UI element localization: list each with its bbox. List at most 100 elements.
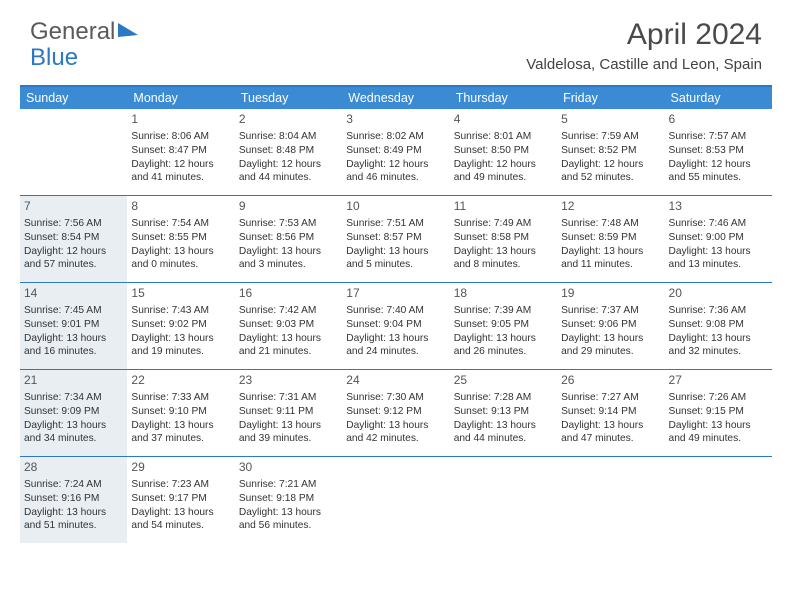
- sunrise-line: Sunrise: 7:24 AM: [24, 478, 123, 491]
- sunrise-line: Sunrise: 7:42 AM: [239, 304, 338, 317]
- sunrise-line: Sunrise: 7:53 AM: [239, 217, 338, 230]
- day-cell: [557, 457, 664, 543]
- day-number: 11: [454, 199, 553, 215]
- day-cell: 10Sunrise: 7:51 AMSunset: 8:57 PMDayligh…: [342, 196, 449, 282]
- logo-text-2: Blue: [30, 44, 78, 72]
- day-cell: 4Sunrise: 8:01 AMSunset: 8:50 PMDaylight…: [450, 109, 557, 195]
- day-number: 8: [131, 199, 230, 215]
- day-info: Sunrise: 7:40 AMSunset: 9:04 PMDaylight:…: [346, 304, 445, 359]
- day-info: Sunrise: 7:49 AMSunset: 8:58 PMDaylight:…: [454, 217, 553, 272]
- day-cell: [20, 109, 127, 195]
- day-number: 19: [561, 286, 660, 302]
- sunrise-line: Sunrise: 7:39 AM: [454, 304, 553, 317]
- sunset-line: Sunset: 9:03 PM: [239, 318, 338, 331]
- day-number: 17: [346, 286, 445, 302]
- day-info: Sunrise: 8:02 AMSunset: 8:49 PMDaylight:…: [346, 130, 445, 185]
- day-info: Sunrise: 7:36 AMSunset: 9:08 PMDaylight:…: [669, 304, 768, 359]
- daylight-line: Daylight: 13 hours and 11 minutes.: [561, 245, 660, 272]
- sunrise-line: Sunrise: 7:40 AM: [346, 304, 445, 317]
- sunrise-line: Sunrise: 7:31 AM: [239, 391, 338, 404]
- day-number: 9: [239, 199, 338, 215]
- sunset-line: Sunset: 9:10 PM: [131, 405, 230, 418]
- logo-line2: Blue: [30, 44, 78, 72]
- daylight-line: Daylight: 13 hours and 26 minutes.: [454, 332, 553, 359]
- daylight-line: Daylight: 13 hours and 37 minutes.: [131, 419, 230, 446]
- logo-triangle-icon: [118, 21, 138, 37]
- day-cell: 6Sunrise: 7:57 AMSunset: 8:53 PMDaylight…: [665, 109, 772, 195]
- dow-friday: Friday: [557, 87, 664, 109]
- daylight-line: Daylight: 13 hours and 34 minutes.: [24, 419, 123, 446]
- sunset-line: Sunset: 9:09 PM: [24, 405, 123, 418]
- day-info: Sunrise: 7:42 AMSunset: 9:03 PMDaylight:…: [239, 304, 338, 359]
- day-info: Sunrise: 7:51 AMSunset: 8:57 PMDaylight:…: [346, 217, 445, 272]
- sunset-line: Sunset: 8:57 PM: [346, 231, 445, 244]
- day-cell: [342, 457, 449, 543]
- day-info: Sunrise: 7:33 AMSunset: 9:10 PMDaylight:…: [131, 391, 230, 446]
- daylight-line: Daylight: 13 hours and 51 minutes.: [24, 506, 123, 533]
- sunset-line: Sunset: 9:13 PM: [454, 405, 553, 418]
- daylight-line: Daylight: 12 hours and 52 minutes.: [561, 158, 660, 185]
- day-cell: 20 Sunrise: 7:36 AMSunset: 9:08 PMDayligh…: [665, 283, 772, 369]
- sunrise-line: Sunrise: 7:59 AM: [561, 130, 660, 143]
- day-of-week-row: Sunday Monday Tuesday Wednesday Thursday…: [20, 87, 772, 109]
- sunrise-line: Sunrise: 8:01 AM: [454, 130, 553, 143]
- daylight-line: Daylight: 13 hours and 19 minutes.: [131, 332, 230, 359]
- day-cell: 2Sunrise: 8:04 AMSunset: 8:48 PMDaylight…: [235, 109, 342, 195]
- sunset-line: Sunset: 8:47 PM: [131, 144, 230, 157]
- sunrise-line: Sunrise: 7:57 AM: [669, 130, 768, 143]
- header: General April 2024 Valdelosa, Castille a…: [0, 0, 792, 77]
- sunset-line: Sunset: 8:52 PM: [561, 144, 660, 157]
- sunset-line: Sunset: 9:01 PM: [24, 318, 123, 331]
- day-number: 18: [454, 286, 553, 302]
- daylight-line: Daylight: 13 hours and 44 minutes.: [454, 419, 553, 446]
- sunset-line: Sunset: 9:02 PM: [131, 318, 230, 331]
- sunset-line: Sunset: 9:08 PM: [669, 318, 768, 331]
- day-info: Sunrise: 7:54 AMSunset: 8:55 PMDaylight:…: [131, 217, 230, 272]
- sunrise-line: Sunrise: 7:49 AM: [454, 217, 553, 230]
- day-info: Sunrise: 7:24 AMSunset: 9:16 PMDaylight:…: [24, 478, 123, 533]
- sunrise-line: Sunrise: 7:54 AM: [131, 217, 230, 230]
- day-info: Sunrise: 7:28 AMSunset: 9:13 PMDaylight:…: [454, 391, 553, 446]
- day-cell: 8 Sunrise: 7:54 AMSunset: 8:55 PMDaylight…: [127, 196, 234, 282]
- daylight-line: Daylight: 13 hours and 16 minutes.: [24, 332, 123, 359]
- day-number: 1: [131, 112, 230, 128]
- day-cell: 19 Sunrise: 7:37 AMSunset: 9:06 PMDayligh…: [557, 283, 664, 369]
- day-number: 25: [454, 373, 553, 389]
- day-number: 20: [669, 286, 768, 302]
- day-cell: 12Sunrise: 7:48 AMSunset: 8:59 PMDayligh…: [557, 196, 664, 282]
- day-cell: 18 Sunrise: 7:39 AMSunset: 9:05 PMDayligh…: [450, 283, 557, 369]
- sunset-line: Sunset: 9:04 PM: [346, 318, 445, 331]
- sunset-line: Sunset: 9:16 PM: [24, 492, 123, 505]
- day-info: Sunrise: 7:31 AMSunset: 9:11 PMDaylight:…: [239, 391, 338, 446]
- day-cell: 23Sunrise: 7:31 AMSunset: 9:11 PMDayligh…: [235, 370, 342, 456]
- daylight-line: Daylight: 13 hours and 49 minutes.: [669, 419, 768, 446]
- day-number: 14: [24, 286, 123, 302]
- day-number: 28: [24, 460, 123, 476]
- sunrise-line: Sunrise: 7:34 AM: [24, 391, 123, 404]
- day-cell: 5Sunrise: 7:59 AMSunset: 8:52 PMDaylight…: [557, 109, 664, 195]
- daylight-line: Daylight: 12 hours and 44 minutes.: [239, 158, 338, 185]
- day-cell: 30Sunrise: 7:21 AMSunset: 9:18 PMDayligh…: [235, 457, 342, 543]
- dow-tuesday: Tuesday: [235, 87, 342, 109]
- day-info: Sunrise: 7:48 AMSunset: 8:59 PMDaylight:…: [561, 217, 660, 272]
- day-info: Sunrise: 7:59 AMSunset: 8:52 PMDaylight:…: [561, 130, 660, 185]
- day-info: Sunrise: 7:26 AMSunset: 9:15 PMDaylight:…: [669, 391, 768, 446]
- logo: General: [30, 18, 138, 46]
- sunset-line: Sunset: 9:11 PM: [239, 405, 338, 418]
- daylight-line: Daylight: 13 hours and 24 minutes.: [346, 332, 445, 359]
- sunrise-line: Sunrise: 7:36 AM: [669, 304, 768, 317]
- day-info: Sunrise: 8:01 AMSunset: 8:50 PMDaylight:…: [454, 130, 553, 185]
- day-info: Sunrise: 7:37 AMSunset: 9:06 PMDaylight:…: [561, 304, 660, 359]
- day-cell: 21Sunrise: 7:34 AMSunset: 9:09 PMDayligh…: [20, 370, 127, 456]
- sunset-line: Sunset: 8:48 PM: [239, 144, 338, 157]
- dow-monday: Monday: [127, 87, 234, 109]
- daylight-line: Daylight: 13 hours and 8 minutes.: [454, 245, 553, 272]
- sunrise-line: Sunrise: 8:02 AM: [346, 130, 445, 143]
- day-info: Sunrise: 7:39 AMSunset: 9:05 PMDaylight:…: [454, 304, 553, 359]
- sunset-line: Sunset: 8:56 PM: [239, 231, 338, 244]
- sunset-line: Sunset: 9:15 PM: [669, 405, 768, 418]
- daylight-line: Daylight: 13 hours and 54 minutes.: [131, 506, 230, 533]
- daylight-line: Daylight: 12 hours and 49 minutes.: [454, 158, 553, 185]
- sunrise-line: Sunrise: 8:06 AM: [131, 130, 230, 143]
- sunset-line: Sunset: 9:12 PM: [346, 405, 445, 418]
